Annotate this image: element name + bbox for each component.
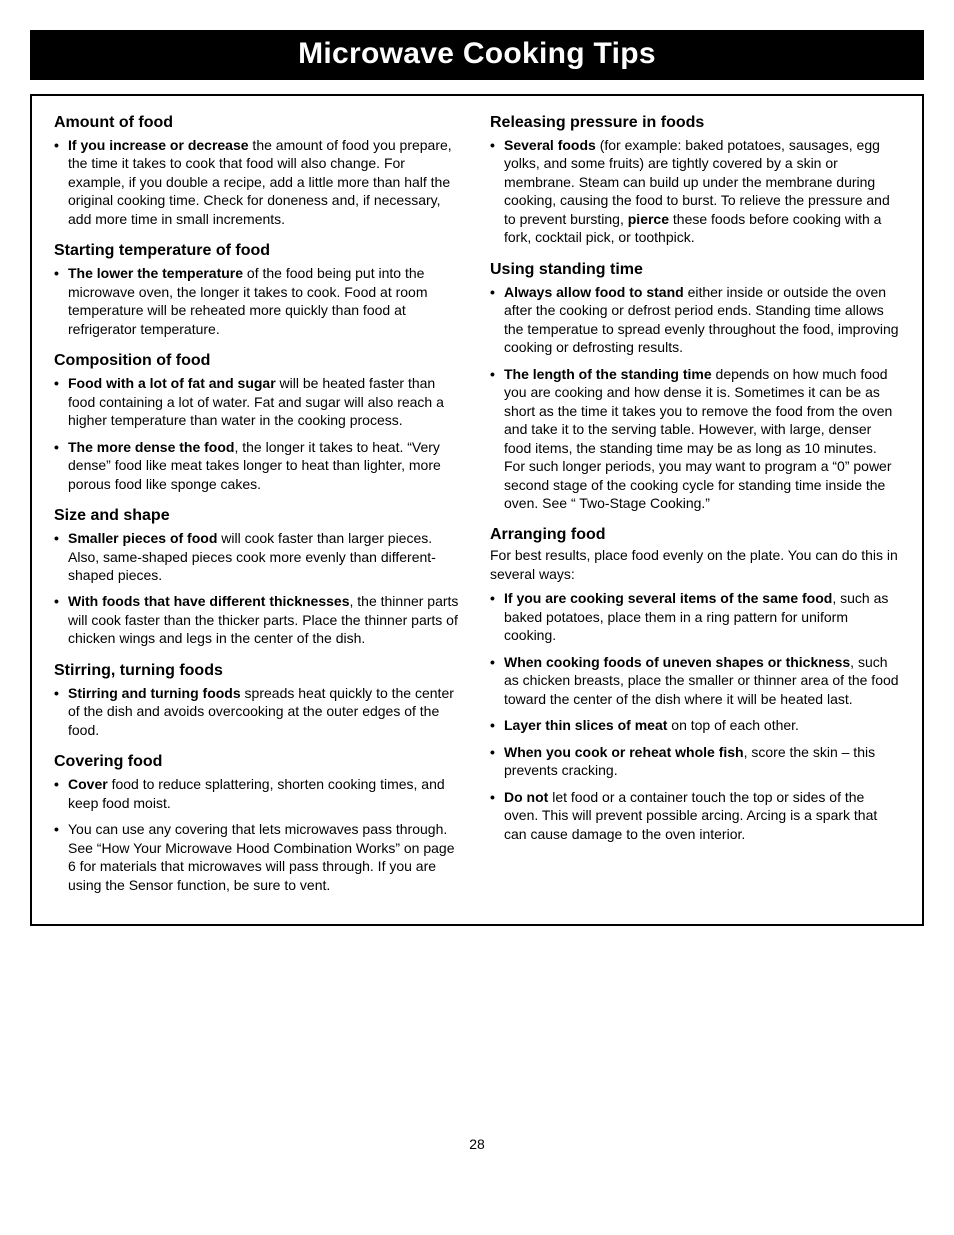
- heading-composition: Composition of food: [54, 352, 464, 370]
- list-composition: Food with a lot of fat and sugar will be…: [54, 374, 464, 493]
- bold-text: When you cook or reheat whole fish: [504, 744, 744, 760]
- page: Microwave Cooking Tips Amount of food If…: [0, 0, 954, 1172]
- section-size-shape: Size and shape Smaller pieces of food wi…: [54, 507, 464, 648]
- list-item: With foods that have different thickness…: [54, 592, 464, 647]
- list-item: Several foods (for example: baked potato…: [490, 136, 900, 247]
- list-stirring: Stirring and turning foods spreads heat …: [54, 684, 464, 739]
- section-releasing-pressure: Releasing pressure in foods Several food…: [490, 114, 900, 247]
- bold-text: The length of the standing time: [504, 366, 712, 382]
- section-composition: Composition of food Food with a lot of f…: [54, 352, 464, 493]
- list-item: The more dense the food, the longer it t…: [54, 438, 464, 493]
- page-number: 28: [30, 1136, 924, 1172]
- heading-amount-of-food: Amount of food: [54, 114, 464, 132]
- bold-text: Layer thin slices of meat: [504, 717, 667, 733]
- list-covering: Cover food to reduce splattering, shorte…: [54, 775, 464, 894]
- bold-text: When cooking foods of uneven shapes or t…: [504, 654, 850, 670]
- right-column: Releasing pressure in foods Several food…: [490, 114, 900, 902]
- bold-text: Stirring and turning foods: [68, 685, 241, 701]
- page-title: Microwave Cooking Tips: [30, 30, 924, 80]
- list-item: When cooking foods of uneven shapes or t…: [490, 653, 900, 708]
- section-stirring: Stirring, turning foods Stirring and tur…: [54, 662, 464, 739]
- heading-covering: Covering food: [54, 753, 464, 771]
- list-releasing-pressure: Several foods (for example: baked potato…: [490, 136, 900, 247]
- bold-text: If you are cooking several items of the …: [504, 590, 832, 606]
- list-amount-of-food: If you increase or decrease the amount o…: [54, 136, 464, 228]
- section-starting-temperature: Starting temperature of food The lower t…: [54, 242, 464, 338]
- list-item: If you are cooking several items of the …: [490, 589, 900, 644]
- heading-arranging-food: Arranging food: [490, 526, 900, 544]
- list-item: The length of the standing time depends …: [490, 365, 900, 513]
- list-item: You can use any covering that lets micro…: [54, 820, 464, 894]
- intro-arranging-food: For best results, place food evenly on t…: [490, 546, 900, 583]
- list-item: When you cook or reheat whole fish, scor…: [490, 743, 900, 780]
- body-text: You can use any covering that lets micro…: [68, 821, 455, 892]
- content-box: Amount of food If you increase or decrea…: [30, 94, 924, 926]
- bold-text: Always allow food to stand: [504, 284, 684, 300]
- list-standing-time: Always allow food to stand either inside…: [490, 283, 900, 513]
- left-column: Amount of food If you increase or decrea…: [54, 114, 464, 902]
- body-text: on top of each other.: [667, 717, 799, 733]
- body-text: food to reduce splattering, shorten cook…: [68, 776, 445, 810]
- section-amount-of-food: Amount of food If you increase or decrea…: [54, 114, 464, 228]
- heading-starting-temperature: Starting temperature of food: [54, 242, 464, 260]
- list-item: Layer thin slices of meat on top of each…: [490, 716, 900, 734]
- bold-text: Food with a lot of fat and sugar: [68, 375, 276, 391]
- heading-releasing-pressure: Releasing pressure in foods: [490, 114, 900, 132]
- list-arranging-food: If you are cooking several items of the …: [490, 589, 900, 843]
- list-item: The lower the temperature of the food be…: [54, 264, 464, 338]
- section-arranging-food: Arranging food For best results, place f…: [490, 526, 900, 843]
- bold-text: Smaller pieces of food: [68, 530, 217, 546]
- bold-text: If you increase or decrease: [68, 137, 249, 153]
- list-item: If you increase or decrease the amount o…: [54, 136, 464, 228]
- body-text: depends on how much food you are cooking…: [504, 366, 892, 511]
- section-standing-time: Using standing time Always allow food to…: [490, 261, 900, 513]
- list-item: Do not let food or a container touch the…: [490, 788, 900, 843]
- bold-text: Cover: [68, 776, 108, 792]
- list-item: Stirring and turning foods spreads heat …: [54, 684, 464, 739]
- list-item: Food with a lot of fat and sugar will be…: [54, 374, 464, 429]
- heading-standing-time: Using standing time: [490, 261, 900, 279]
- section-covering: Covering food Cover food to reduce splat…: [54, 753, 464, 894]
- list-item: Smaller pieces of food will cook faster …: [54, 529, 464, 584]
- list-item: Always allow food to stand either inside…: [490, 283, 900, 357]
- heading-stirring: Stirring, turning foods: [54, 662, 464, 680]
- bold-text: Several foods: [504, 137, 596, 153]
- body-text: let food or a container touch the top or…: [504, 789, 877, 842]
- bold-text: With foods that have different thickness…: [68, 593, 349, 609]
- bold-text: The lower the temperature: [68, 265, 243, 281]
- list-starting-temperature: The lower the temperature of the food be…: [54, 264, 464, 338]
- bold-text: Do not: [504, 789, 548, 805]
- bold-text: pierce: [628, 211, 669, 227]
- bold-text: The more dense the food: [68, 439, 234, 455]
- list-size-shape: Smaller pieces of food will cook faster …: [54, 529, 464, 648]
- heading-size-shape: Size and shape: [54, 507, 464, 525]
- list-item: Cover food to reduce splattering, shorte…: [54, 775, 464, 812]
